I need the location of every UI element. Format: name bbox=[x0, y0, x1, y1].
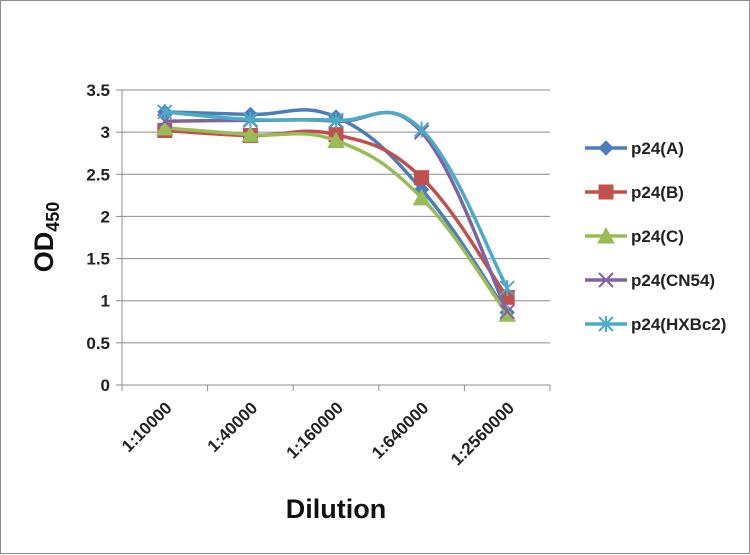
y-tick-label: 3 bbox=[101, 123, 110, 142]
y-tick-label: 3.5 bbox=[86, 81, 110, 100]
legend-label: p24(B) bbox=[631, 183, 684, 202]
legend-marker bbox=[597, 226, 615, 244]
data-point bbox=[327, 131, 345, 149]
axes bbox=[116, 89, 551, 391]
x-axis-title: Dilution bbox=[286, 494, 386, 524]
y-tick-label: 1.5 bbox=[86, 250, 110, 269]
series-p24(B) bbox=[157, 122, 515, 305]
legend-label: p24(A) bbox=[631, 139, 684, 158]
series-p24(C) bbox=[155, 118, 517, 322]
x-tick-label: 1:2560000 bbox=[447, 398, 518, 469]
data-point bbox=[241, 125, 260, 143]
svg-text:OD450: OD450 bbox=[29, 202, 63, 273]
data-point bbox=[157, 103, 173, 120]
y-axis-title-subscript: 450 bbox=[43, 202, 63, 232]
data-point bbox=[242, 111, 259, 128]
tick-labels: 0 0.5 1 1.5 2 2.5 3 3.5 1:10000 1:40000 1:160000 1:… bbox=[86, 81, 518, 469]
data-point bbox=[414, 170, 430, 186]
y-tick-label: 2.5 bbox=[86, 165, 110, 184]
legend-label: p24(CN54) bbox=[631, 271, 715, 290]
legend-entry: p24(A) bbox=[585, 139, 684, 158]
x-tick-label: 1:640000 bbox=[368, 398, 432, 462]
legend-label: p24(C) bbox=[631, 227, 684, 246]
x-tick-label: 1:10000 bbox=[118, 398, 176, 456]
y-tick-label: 1 bbox=[101, 292, 110, 311]
legend-entry: p24(C) bbox=[585, 226, 684, 246]
legend-entry: p24(HXBc2) bbox=[585, 315, 726, 334]
legend-entry: p24(B) bbox=[585, 183, 684, 202]
y-axis-title: OD bbox=[29, 232, 59, 273]
series-p24(HXBc2) bbox=[157, 103, 515, 297]
series-lines bbox=[155, 103, 517, 322]
legend-label: p24(HXBc2) bbox=[631, 315, 726, 334]
y-axis-title-group: OD450 bbox=[29, 202, 63, 273]
series-line bbox=[163, 110, 509, 290]
y-tick-label: 2 bbox=[101, 207, 110, 226]
legend: p24(A) p24(B) p24(C) p24(CN54) p24(HXBc2) bbox=[585, 139, 726, 334]
legend-marker bbox=[598, 272, 614, 288]
data-point bbox=[413, 121, 430, 138]
x-tick-label: 1:160000 bbox=[283, 398, 347, 462]
data-point bbox=[412, 188, 431, 206]
series-line bbox=[163, 128, 509, 300]
legend-marker bbox=[598, 140, 614, 156]
data-point bbox=[499, 280, 515, 297]
series-line bbox=[163, 126, 509, 316]
data-point bbox=[499, 303, 515, 320]
legend-entry: p24(CN54) bbox=[585, 271, 715, 290]
x-tick-label: 1:40000 bbox=[204, 398, 262, 456]
legend-marker bbox=[598, 316, 614, 332]
data-point bbox=[328, 112, 344, 129]
legend-marker bbox=[598, 184, 614, 200]
data-point bbox=[155, 118, 174, 136]
y-tick-label: 0.5 bbox=[86, 334, 110, 353]
data-point bbox=[498, 305, 517, 322]
y-tick-label: 0 bbox=[101, 376, 110, 395]
